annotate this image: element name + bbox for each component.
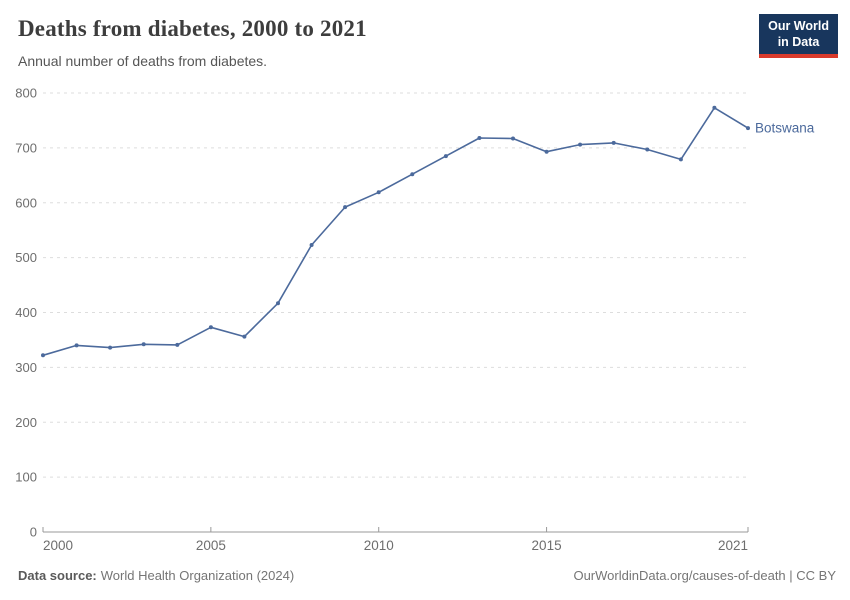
owid-logo-line1: Our World — [768, 19, 829, 33]
data-point — [611, 140, 616, 145]
y-tick-label: 0 — [30, 525, 37, 540]
data-point — [276, 301, 280, 306]
data-point — [108, 345, 113, 350]
y-tick-label: 100 — [15, 470, 37, 485]
y-tick-label: 500 — [15, 250, 37, 265]
data-point — [141, 342, 146, 347]
data-point — [477, 136, 482, 140]
chart-title: Deaths from diabetes, 2000 to 2021 — [18, 16, 367, 41]
data-point — [410, 172, 415, 177]
y-tick-label: 700 — [15, 140, 37, 155]
data-point — [544, 149, 549, 154]
owid-logo-line2: in Data — [777, 34, 820, 49]
chart-subtitle: Annual number of deaths from diabetes. — [18, 53, 268, 69]
data-point — [645, 147, 650, 152]
data-point — [208, 325, 213, 330]
series-line-botswana — [42, 106, 749, 357]
data-point — [511, 136, 515, 141]
data-source: Data source: World Health Organization (2… — [18, 568, 294, 583]
data-source-value: World Health Organization (2024) — [100, 568, 295, 583]
data-point — [74, 343, 79, 348]
y-tick-label: 200 — [15, 415, 37, 430]
data-point — [443, 154, 448, 159]
series-label-botswana: Botswana — [755, 121, 815, 136]
data-point — [175, 342, 180, 347]
chart-footer: Data source: World Health Organization (2… — [18, 568, 836, 583]
data-point — [578, 142, 583, 147]
data-point — [41, 353, 45, 358]
x-tick-label: 2021 — [718, 538, 748, 553]
data-point — [309, 243, 314, 247]
data-point — [746, 126, 750, 131]
data-source-label: Data source: — [18, 568, 97, 583]
footer-attribution: OurWorldinData.org/causes-of-death | CC … — [573, 568, 836, 583]
y-tick-label: 600 — [15, 195, 37, 210]
x-tick-label: 2000 — [43, 538, 73, 553]
y-tick-label: 400 — [15, 305, 37, 320]
x-tick-label: 2010 — [364, 538, 394, 553]
data-point — [343, 205, 348, 210]
data-point — [376, 190, 381, 195]
y-tick-label: 300 — [15, 360, 37, 375]
data-point — [712, 105, 717, 110]
line-chart: 0 100 200 300 400 500 600 700 800 2000 2005 2010 201… — [15, 86, 815, 554]
y-tick-label: 800 — [15, 86, 37, 101]
x-tick-label: 2015 — [532, 538, 562, 553]
data-point — [678, 157, 683, 162]
owid-logo: Our World in Data — [759, 14, 838, 59]
chart-area: 0 100 200 300 400 500 600 700 800 2000 2005 2010 201… — [0, 85, 850, 560]
data-point — [242, 334, 247, 339]
x-tick-label: 2005 — [196, 538, 226, 553]
